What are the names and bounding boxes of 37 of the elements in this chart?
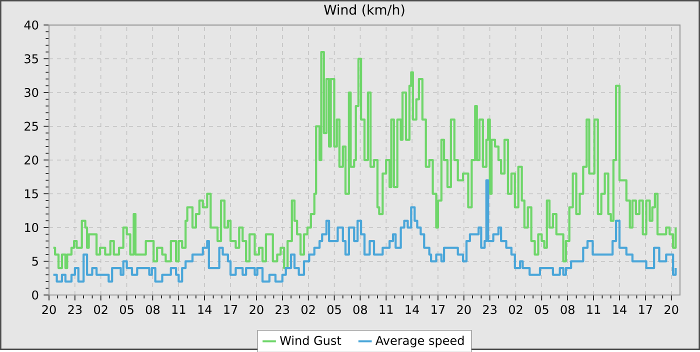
- x-tick-label: 05: [327, 304, 341, 314]
- y-tick-label: 35: [24, 54, 38, 64]
- x-tick-label: 23: [276, 304, 290, 314]
- x-tick-label: 08: [146, 304, 160, 314]
- x-tick-label: 20: [250, 304, 264, 314]
- y-tick-label: 40: [24, 20, 38, 30]
- x-tick-label: 05: [120, 304, 134, 314]
- legend-label: Wind Gust: [280, 336, 342, 345]
- x-tick-label: 14: [198, 304, 212, 314]
- y-tick-label: 0: [32, 290, 38, 300]
- chart-title: Wind (km/h): [324, 4, 404, 16]
- y-tick-label: 30: [24, 88, 38, 97]
- x-tick-label: 20: [42, 304, 56, 314]
- x-tick-label: 11: [380, 304, 393, 314]
- x-tick-label: 20: [664, 304, 678, 314]
- x-tick-label: 17: [224, 304, 238, 314]
- x-tick-label: 11: [172, 304, 186, 314]
- y-tick-label: 20: [24, 155, 38, 164]
- x-tick-label: 23: [483, 304, 496, 314]
- x-tick-label: 05: [534, 304, 548, 314]
- x-tick-label: 08: [560, 304, 574, 314]
- y-tick-label: 5: [32, 256, 38, 266]
- x-tick-label: 02: [508, 304, 522, 314]
- x-tick-label: 23: [68, 304, 82, 314]
- x-tick-label: 20: [457, 304, 471, 314]
- x-tick-label: 02: [94, 304, 108, 314]
- legend-label: Average speed: [375, 336, 464, 348]
- y-tick-label: 25: [24, 122, 38, 131]
- x-tick-label: 11: [587, 304, 600, 314]
- x-tick-label: 02: [301, 304, 315, 314]
- x-tick-label: 08: [353, 304, 367, 314]
- x-tick-label: 14: [613, 304, 626, 314]
- x-tick-label: 17: [432, 304, 445, 314]
- y-tick-label: 10: [25, 222, 38, 232]
- y-tick-label: 15: [25, 189, 38, 198]
- x-tick-label: 14: [406, 304, 419, 314]
- x-tick-label: 17: [639, 304, 652, 314]
